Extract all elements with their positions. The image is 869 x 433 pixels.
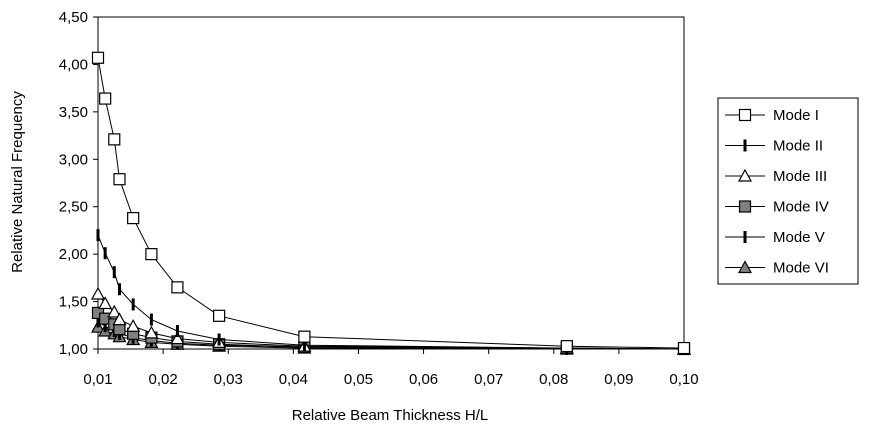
data-point xyxy=(98,296,113,310)
y-tick-label: 1,00 xyxy=(59,341,88,358)
y-tick-label: 3,00 xyxy=(59,151,88,168)
data-point xyxy=(127,211,140,225)
data-point xyxy=(145,248,158,261)
series-line xyxy=(97,293,685,350)
legend-label: Mode III xyxy=(773,168,827,185)
x-tick-label: 0,07 xyxy=(474,371,503,388)
x-tick-label: 0,04 xyxy=(279,371,308,388)
legend-item: Mode I xyxy=(725,107,819,124)
y-axis-title: Relative Natural Frequency xyxy=(9,91,26,273)
data-point xyxy=(213,309,226,322)
x-tick-label: 0,05 xyxy=(344,371,373,388)
data-point xyxy=(560,340,573,353)
legend-item: Mode V xyxy=(725,229,825,246)
x-tick-label: 0,01 xyxy=(83,371,112,388)
x-tick-label: 0,08 xyxy=(539,371,568,388)
legend-label: Mode V xyxy=(773,229,825,246)
data-point xyxy=(107,304,122,318)
legend: Mode I Mode II Mode III Mode IV Mode V Mode V… xyxy=(717,97,859,285)
legend-marker xyxy=(737,260,753,274)
data-point xyxy=(113,173,126,186)
data-point xyxy=(113,322,126,336)
plot-area xyxy=(97,16,685,350)
y-tick-label: 4,00 xyxy=(59,56,88,73)
y-axis: 1,00 1,50 2,00 2,50 3,00 3,50 4,00 4,50 xyxy=(59,9,98,358)
x-tick-label: 0,09 xyxy=(604,371,633,388)
x-tick-label: 0,03 xyxy=(214,371,243,388)
data-point xyxy=(677,341,691,355)
legend-item: Mode III xyxy=(725,168,827,185)
y-tick-label: 4,50 xyxy=(59,9,88,26)
data-point xyxy=(144,325,159,339)
legend-label: Mode II xyxy=(773,138,823,155)
plot-border xyxy=(97,16,685,350)
x-tick-label: 0,10 xyxy=(669,371,698,388)
legend-marker xyxy=(738,200,752,213)
data-point xyxy=(112,312,127,326)
data-point xyxy=(91,51,105,64)
x-tick-label: 0,02 xyxy=(149,371,178,388)
legend-marker xyxy=(738,108,752,122)
data-point xyxy=(99,92,112,105)
legend-marker xyxy=(737,168,753,182)
legend-item: Mode II xyxy=(725,138,823,155)
x-axis: 0,01 0,02 0,03 0,04 0,05 0,06 0,07 0,08 0,09 0,10 xyxy=(83,349,699,388)
series-line xyxy=(97,235,685,350)
legend-item: Mode VI xyxy=(725,260,829,277)
series-layer xyxy=(90,51,692,356)
data-point xyxy=(126,318,141,332)
data-point xyxy=(90,286,106,300)
y-tick-label: 2,00 xyxy=(59,246,88,263)
legend-label: Mode IV xyxy=(773,199,829,216)
data-point xyxy=(170,331,185,345)
series-line xyxy=(97,57,685,349)
legend-item: Mode IV xyxy=(725,199,829,216)
data-point xyxy=(298,330,311,343)
y-tick-label: 1,50 xyxy=(59,294,88,311)
legend-label: Mode VI xyxy=(773,260,829,277)
x-axis-title: Relative Beam Thickness H/L xyxy=(292,407,488,424)
series-1 xyxy=(91,51,691,355)
legend-box xyxy=(717,97,859,285)
series-3 xyxy=(90,286,692,355)
x-tick-label: 0,06 xyxy=(409,371,438,388)
series-4 xyxy=(91,306,691,356)
data-point xyxy=(108,133,121,146)
legend-label: Mode I xyxy=(773,107,819,124)
series-2 xyxy=(96,229,686,355)
data-point xyxy=(171,281,184,294)
y-tick-label: 2,50 xyxy=(59,199,88,216)
y-tick-label: 3,50 xyxy=(59,104,88,121)
